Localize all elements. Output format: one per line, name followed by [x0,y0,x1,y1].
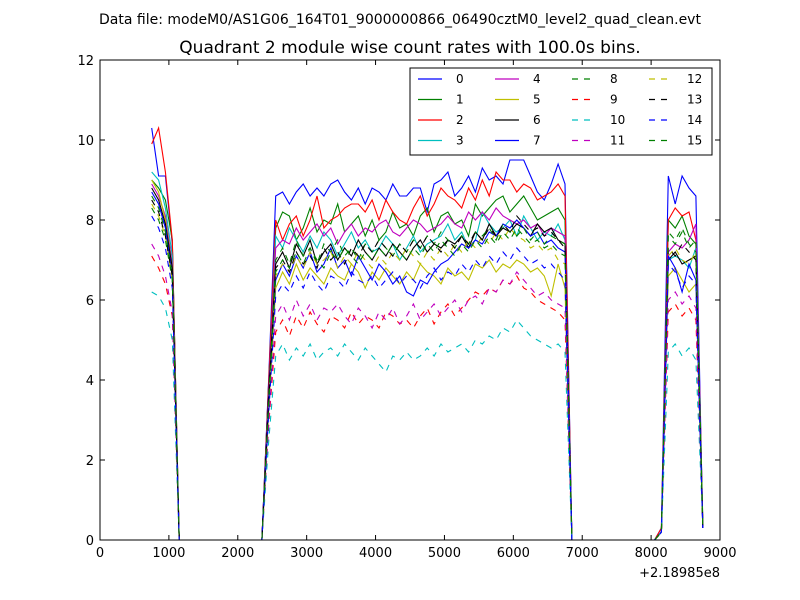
series-line-14 [151,215,704,541]
legend-label-14: 14 [687,113,702,127]
legend-label-12: 12 [687,72,702,86]
series-line-6 [151,187,704,541]
y-tick-label: 12 [77,54,94,69]
x-tick-label: 2000 [221,546,254,561]
x-tick-label: 8000 [635,546,668,561]
x-tick-label: 6000 [497,546,530,561]
legend-label-10: 10 [610,113,625,127]
legend-label-7: 7 [533,134,541,148]
legend-label-9: 9 [610,93,618,107]
legend-label-13: 13 [687,93,702,107]
y-tick-label: 8 [86,214,94,229]
x-tick-label: 9000 [703,546,736,561]
x-offset-label: +2.18985e8 [639,566,720,581]
series-line-0 [151,127,704,541]
x-tick-label: 5000 [428,546,461,561]
x-tick-label: 7000 [566,546,599,561]
x-tick-label: 4000 [359,546,392,561]
y-tick-label: 2 [86,454,94,469]
series-line-15 [151,207,704,541]
series-line-11 [151,243,704,541]
legend-label-0: 0 [456,72,464,86]
x-tick-label: 1000 [152,546,185,561]
series-line-3 [151,171,704,541]
legend-label-4: 4 [533,72,541,86]
series-line-10 [151,291,704,541]
series-layer [151,126,704,541]
y-tick-label: 0 [86,534,94,549]
y-tick-label: 4 [86,374,94,389]
series-line-9 [151,255,704,541]
legend-label-1: 1 [456,93,464,107]
x-tick-label: 0 [96,546,104,561]
figure-suptitle: Data file: modeM0/AS1G06_164T01_90000008… [99,12,701,28]
legend-label-3: 3 [456,134,464,148]
x-tick-label: 3000 [290,546,323,561]
series-line-2 [151,126,704,541]
legend-label-2: 2 [456,113,464,127]
series-line-4 [151,183,704,541]
series-line-5 [151,179,704,541]
legend-label-5: 5 [533,93,541,107]
legend-label-11: 11 [610,134,625,148]
series-line-8 [151,195,704,541]
legend-label-8: 8 [610,72,618,86]
y-tick-label: 10 [77,134,94,149]
tick-layer: 0 1000 2000 3000 4000 5000 6000 7000 8000 9000 0 2 4… [77,54,736,561]
chart-title: Quadrant 2 module wise count rates with … [179,38,640,58]
legend-label-15: 15 [687,134,702,148]
series-line-12 [151,203,704,541]
y-tick-label: 6 [86,294,94,309]
legend-label-6: 6 [533,113,541,127]
series-line-1 [151,179,704,541]
